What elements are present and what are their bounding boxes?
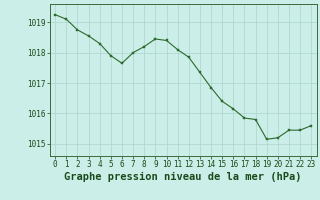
X-axis label: Graphe pression niveau de la mer (hPa): Graphe pression niveau de la mer (hPa) — [64, 172, 302, 182]
